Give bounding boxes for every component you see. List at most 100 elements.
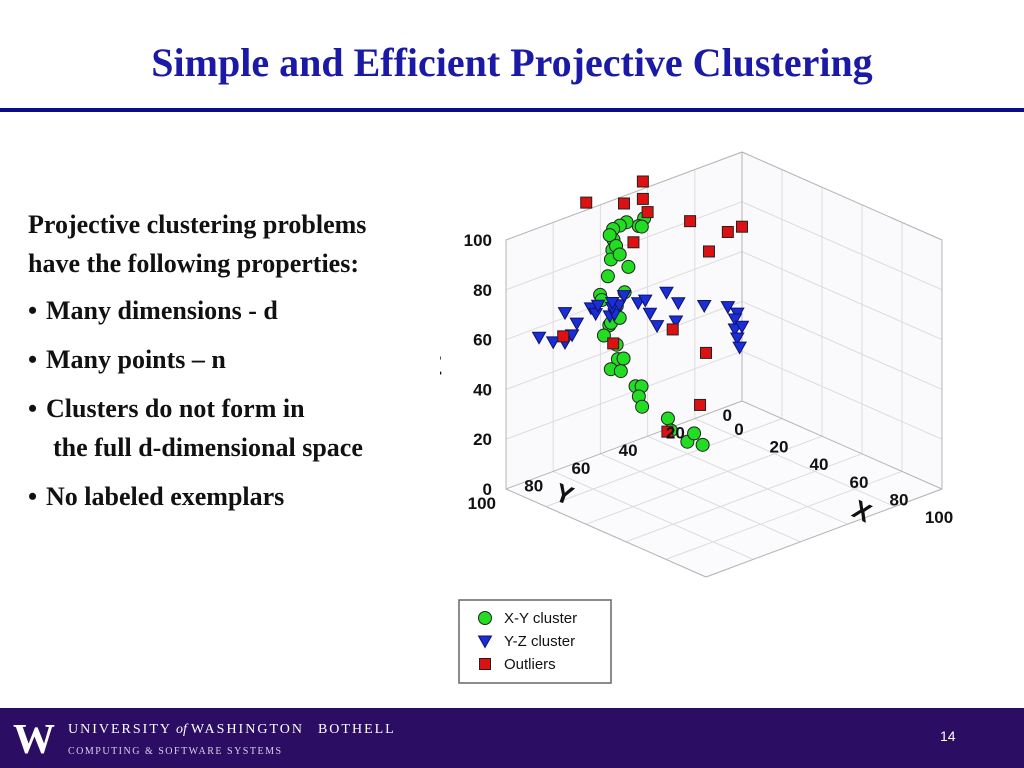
grid-line xyxy=(552,470,754,560)
point-outliers xyxy=(721,225,734,238)
legend-marker-x-y-cluster xyxy=(478,611,492,625)
chart-box-edges xyxy=(505,151,943,578)
legend-label: Y-Z cluster xyxy=(504,633,575,650)
bullet-text: Many points – n xyxy=(46,345,226,374)
grid-line xyxy=(741,300,943,390)
point-y-z-cluster xyxy=(588,308,604,322)
point-y-z-cluster xyxy=(727,313,743,327)
floor-pane xyxy=(506,401,942,577)
chart-points xyxy=(531,175,750,452)
x-tick-label: 60 xyxy=(850,473,869,492)
grid-line xyxy=(505,350,743,440)
point-y-z-cluster xyxy=(668,315,684,329)
grid-line xyxy=(647,435,848,525)
bullet-item: • Many dimensions - d xyxy=(28,291,408,330)
box-edge xyxy=(505,488,707,578)
grid-line xyxy=(505,300,743,390)
bullet-marker: • xyxy=(28,482,38,511)
university-word: UNIVERSITY xyxy=(68,722,172,737)
point-x-y-cluster xyxy=(612,247,627,262)
point-outliers xyxy=(636,175,649,188)
point-y-z-cluster xyxy=(649,320,665,334)
grid-line xyxy=(545,418,783,508)
point-y-z-cluster xyxy=(590,299,606,313)
intro-text: Projective clustering problems have the … xyxy=(28,210,367,278)
point-y-z-cluster xyxy=(642,307,658,321)
point-y-z-cluster xyxy=(557,307,573,321)
box-edge xyxy=(505,400,743,490)
point-outliers xyxy=(557,330,570,343)
point-outliers xyxy=(607,337,620,350)
grid-line xyxy=(694,418,896,508)
point-y-z-cluster xyxy=(729,332,745,346)
point-outliers xyxy=(627,236,640,249)
legend-marker-y-z-cluster xyxy=(477,635,493,649)
university-washington: WASHINGTON xyxy=(190,722,304,737)
box-edge xyxy=(705,488,943,578)
x-tick-label: 100 xyxy=(925,508,953,527)
z-axis-label: Z xyxy=(440,351,442,381)
grid-line xyxy=(585,435,823,525)
point-x-y-cluster xyxy=(613,364,628,379)
z-tick-label: 20 xyxy=(473,430,492,449)
chart-panes xyxy=(506,152,942,577)
grid-line xyxy=(505,201,743,291)
point-outliers xyxy=(666,323,679,336)
bullet-marker: • xyxy=(28,345,38,374)
x-tick-label: 20 xyxy=(770,438,789,457)
y-tick-label: 80 xyxy=(524,476,543,495)
bullet-item: • Clusters do not form in the full d-dime… xyxy=(28,389,408,467)
grid-line xyxy=(741,201,943,291)
point-outliers xyxy=(736,220,748,233)
university-campus: BOTHELL xyxy=(317,722,396,737)
department-name: COMPUTING & SOFTWARE SYSTEMS xyxy=(68,746,283,757)
slide-body: Projective clustering problems have the … xyxy=(28,205,408,526)
point-y-z-cluster xyxy=(720,301,736,315)
y-tick-label: 40 xyxy=(619,441,638,460)
legend-label: Outliers xyxy=(504,656,556,673)
point-outliers xyxy=(661,425,674,438)
uw-logo-icon: W xyxy=(13,720,55,758)
point-outliers xyxy=(641,206,654,219)
title-divider xyxy=(0,108,1024,112)
bullet-item: • No labeled exemplars xyxy=(28,477,408,516)
z-tick-label: 60 xyxy=(473,331,492,350)
point-x-y-cluster xyxy=(616,351,631,366)
university-of: of xyxy=(176,722,187,737)
footer-bar: W UNIVERSITY of WASHINGTON BOTHELL COMPUTIN… xyxy=(0,708,1024,768)
bullet-text: Many dimensions - d xyxy=(46,296,278,325)
x-tick-label: 0 xyxy=(734,420,743,439)
grid-line xyxy=(600,453,801,543)
point-y-z-cluster xyxy=(637,294,653,308)
point-outliers xyxy=(618,197,630,210)
page-number: 14 xyxy=(940,728,956,744)
slide-title: Simple and Efficient Projective Clusteri… xyxy=(151,40,873,85)
z-tick-label: 40 xyxy=(473,380,492,399)
point-x-y-cluster xyxy=(687,426,702,441)
back-right-pane xyxy=(742,152,942,489)
box-edge xyxy=(741,400,943,490)
y-tick-label: 0 xyxy=(723,406,732,425)
point-y-z-cluster xyxy=(531,331,547,345)
point-y-z-cluster xyxy=(545,336,561,350)
point-outliers xyxy=(702,245,715,258)
bullet-text: No labeled exemplars xyxy=(46,482,285,511)
z-tick-label: 80 xyxy=(473,281,492,300)
bullet-marker: • xyxy=(28,296,38,325)
legend-label: X-Y cluster xyxy=(504,610,577,627)
x-tick-label: 40 xyxy=(810,455,829,474)
point-y-z-cluster xyxy=(696,300,712,314)
point-outliers xyxy=(684,215,697,228)
box-edge xyxy=(505,151,743,241)
point-y-z-cluster xyxy=(659,286,674,300)
university-name: UNIVERSITY of WASHINGTON BOTHELL xyxy=(68,722,396,738)
bullet-item: • Many points – n xyxy=(28,340,408,379)
point-y-z-cluster xyxy=(670,297,686,311)
point-x-y-cluster xyxy=(695,437,710,452)
point-outliers xyxy=(636,192,649,205)
bullet-marker: • xyxy=(28,394,38,423)
grid-line xyxy=(741,350,943,440)
point-y-z-cluster xyxy=(732,341,747,355)
